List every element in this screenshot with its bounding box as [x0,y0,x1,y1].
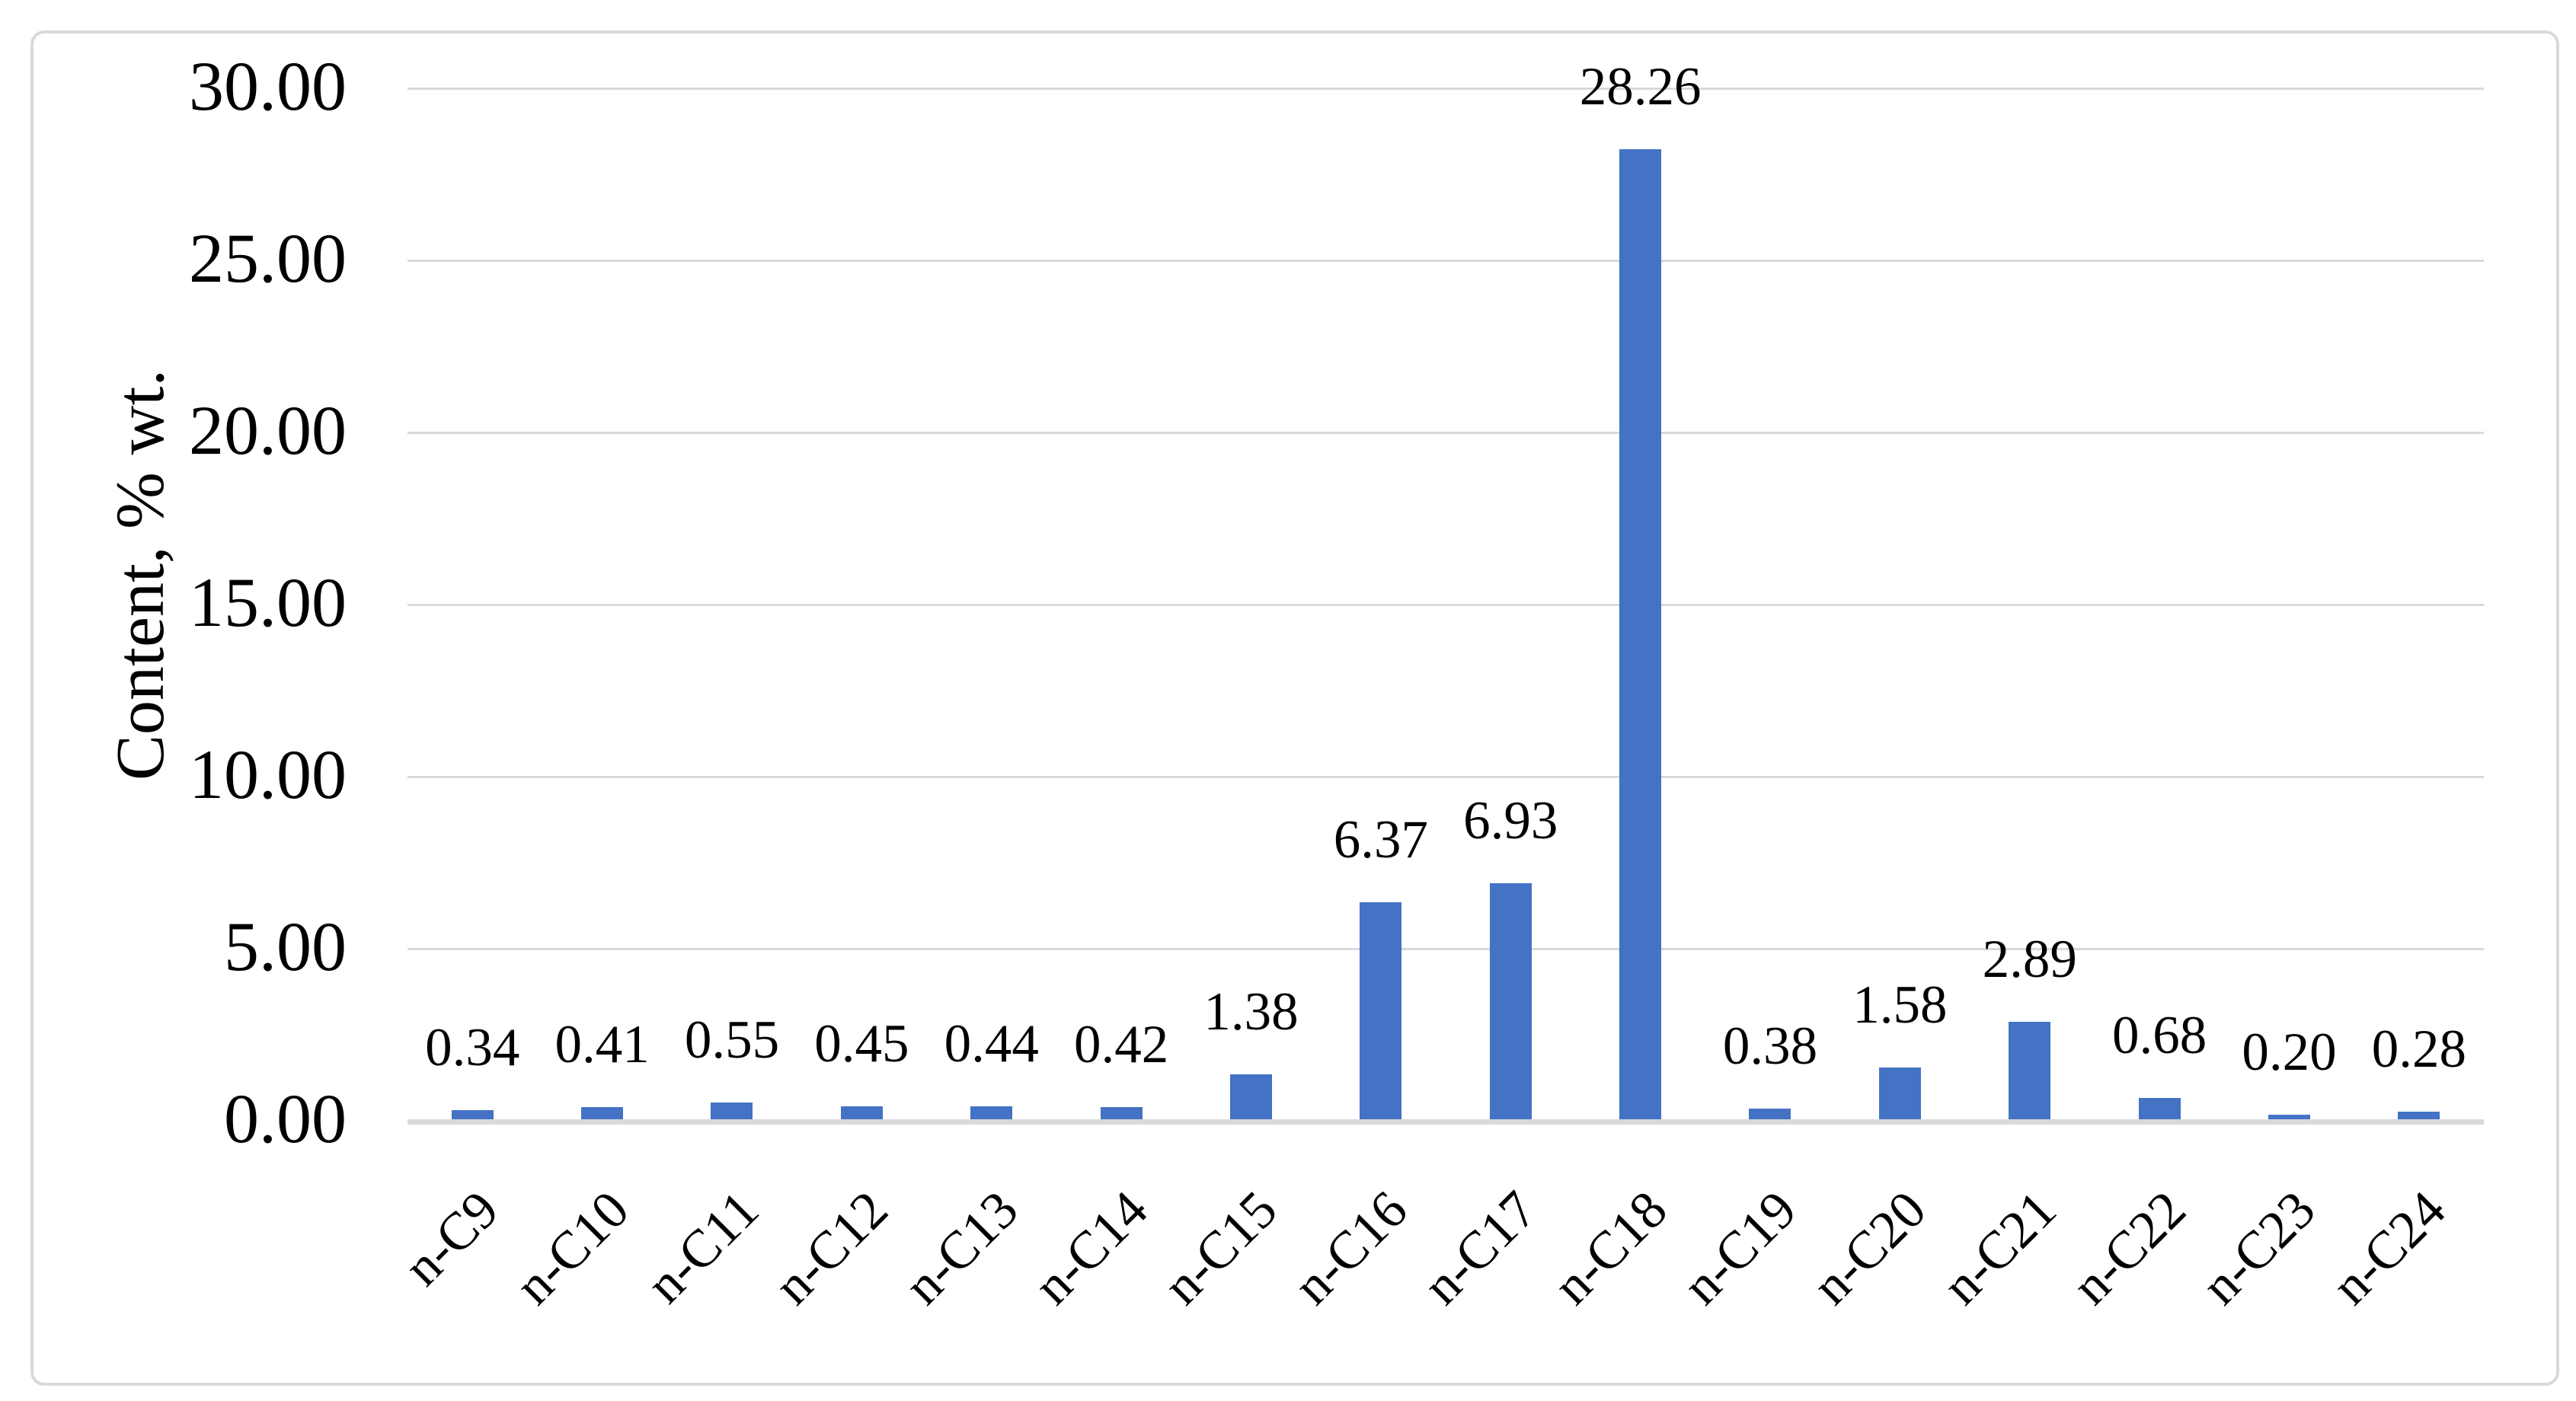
gridline [407,776,2484,778]
bar-value-label: 28.26 [1579,56,1702,116]
bar-value-label: 0.34 [425,1017,520,1077]
bar-value-label: 0.42 [1073,1015,1169,1075]
bar-value-label: 0.45 [814,1013,909,1074]
y-tick-label: 5.00 [224,908,347,985]
bar-n-C18 [1619,148,1662,1122]
bar-n-C10 [581,1107,624,1122]
bar-n-C13 [970,1106,1013,1122]
y-tick-label: 30.00 [189,47,347,125]
bar-value-label: 1.58 [1852,975,1948,1035]
y-tick-label: 0.00 [224,1080,347,1157]
chart-border [30,30,2559,1386]
y-tick-label: 10.00 [189,736,347,813]
gridline [407,948,2484,950]
gridline [407,260,2484,262]
y-tick-label: 20.00 [189,391,347,469]
bar-n-C19 [1749,1108,1791,1122]
bar-n-C16 [1360,902,1402,1122]
bar-value-label: 0.38 [1722,1016,1818,1076]
bar-value-label: 0.28 [2371,1020,2466,1080]
bar-n-C20 [1878,1067,1921,1122]
x-axis-line [407,1119,2484,1125]
bar-n-C15 [1229,1074,1272,1122]
bar-n-C24 [2398,1112,2440,1122]
gridline [407,604,2484,606]
bar-value-label: 6.93 [1463,790,1558,850]
bar-n-C11 [711,1103,753,1122]
bar-n-C22 [2138,1098,2181,1122]
bar-value-label: 0.20 [2242,1022,2337,1082]
gridline [407,88,2484,90]
bar-n-C12 [840,1106,883,1122]
bar-value-label: 6.37 [1333,810,1428,870]
bar-value-label: 0.55 [684,1010,780,1071]
bar-n-C14 [1100,1107,1143,1122]
bar-n-C17 [1489,882,1532,1122]
bar-value-label: 0.68 [2111,1006,2207,1066]
bar-value-label: 1.38 [1203,981,1299,1042]
bar-n-C23 [2268,1114,2310,1122]
y-tick-label: 25.00 [189,219,347,297]
bar-value-label: 2.89 [1982,930,2077,990]
gridline [407,432,2484,434]
bar-n-C9 [451,1109,494,1122]
bar-value-label: 0.41 [555,1015,650,1075]
bar-value-label: 0.44 [944,1014,1039,1074]
y-tick-label: 15.00 [189,563,347,641]
bar-n-C21 [2009,1022,2051,1122]
